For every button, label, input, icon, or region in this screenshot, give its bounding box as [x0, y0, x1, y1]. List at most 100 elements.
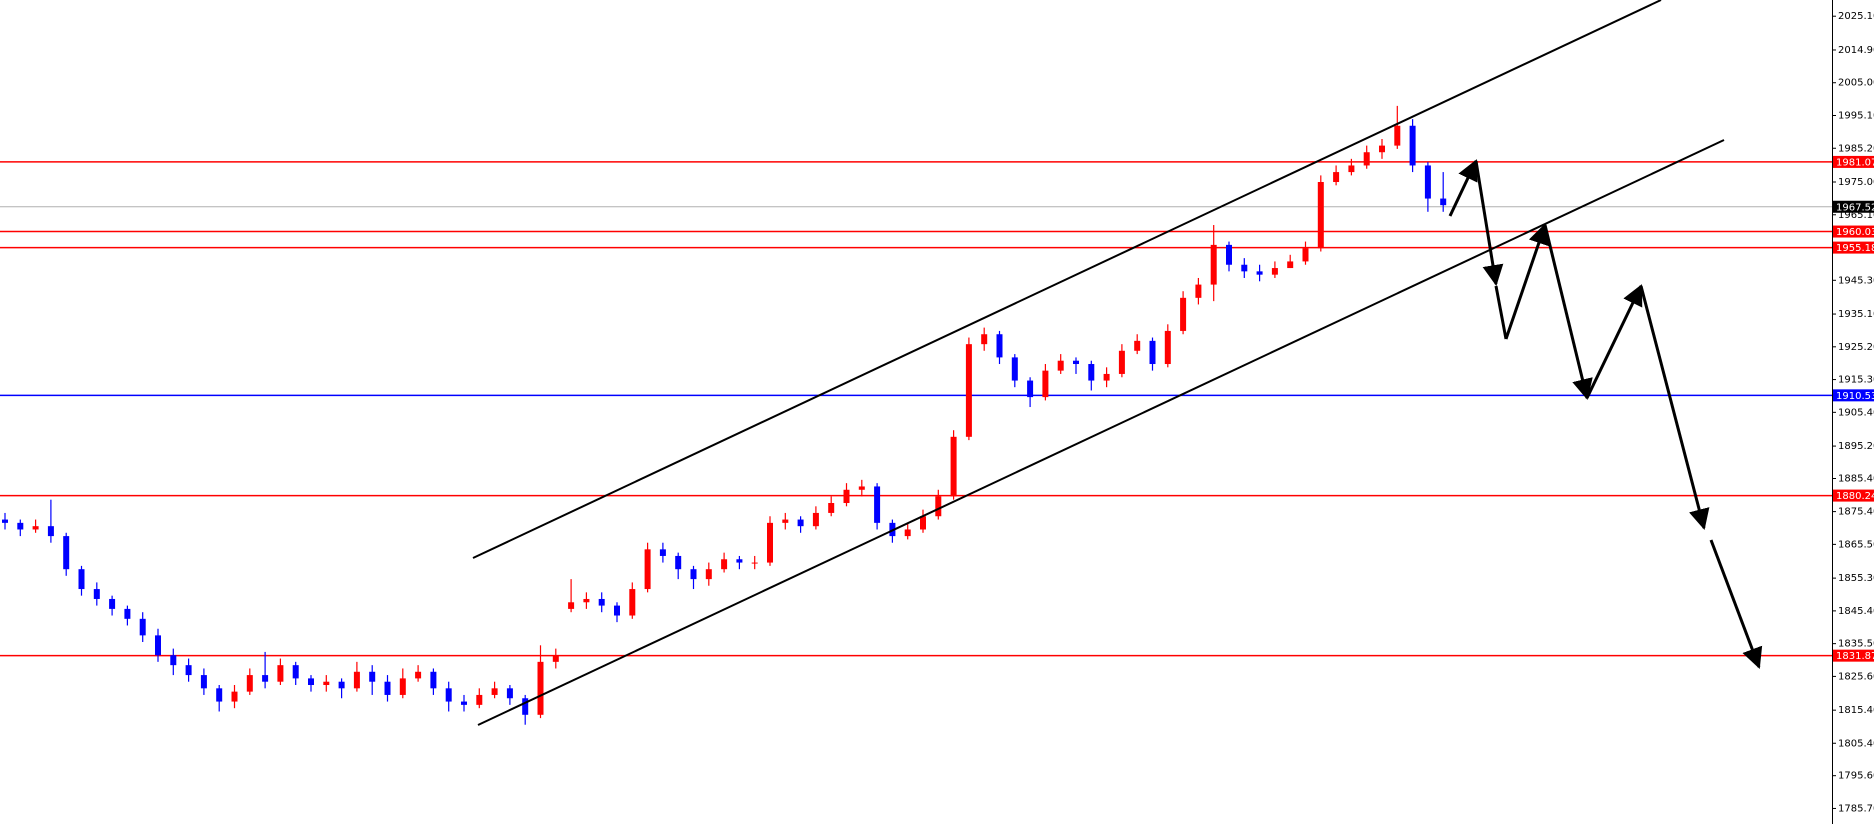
y-tick-label: 1835.50: [1838, 639, 1874, 650]
candle-body: [1103, 373, 1110, 381]
candle-body: [32, 526, 39, 530]
candle-body: [736, 559, 743, 563]
y-tick-label: 1865.50: [1838, 539, 1874, 550]
level-label-box: [1833, 155, 1874, 168]
candle-body: [614, 605, 620, 616]
candle-body: [644, 549, 651, 590]
candle-body: [920, 516, 926, 530]
y-tick-label: 1815.40: [1838, 705, 1874, 716]
arrow: [1448, 159, 1478, 217]
candle-body: [1027, 380, 1034, 398]
level-label: 1960.03: [1836, 227, 1874, 238]
candle-body: [262, 675, 269, 682]
level-label: 1955.18: [1836, 243, 1874, 254]
candle-body: [1424, 165, 1431, 199]
candle-body: [78, 569, 85, 590]
candle-body: [675, 555, 682, 570]
y-tick-label: 1805.40: [1838, 738, 1874, 749]
channel-upper: [472, 0, 1662, 559]
level-label: 1831.87: [1836, 651, 1874, 662]
candle-body: [461, 701, 467, 705]
candle-body: [124, 608, 131, 619]
candle-body: [797, 519, 804, 527]
candle-body: [1164, 330, 1171, 365]
candle-body: [828, 503, 835, 513]
candle-body: [399, 678, 406, 695]
y-tick-label: 1995.10: [1838, 110, 1874, 121]
candle-body: [1394, 125, 1401, 146]
candle-body: [812, 512, 819, 527]
candle-body: [690, 569, 697, 580]
candle-body: [705, 569, 712, 580]
candle-body: [17, 522, 24, 530]
candle-body: [277, 665, 284, 682]
arrow: [1494, 285, 1508, 340]
arrow: [1709, 539, 1763, 669]
candle-body: [292, 665, 299, 679]
level-label-box: [1833, 489, 1874, 502]
candle-body: [506, 688, 513, 699]
candle-body: [109, 598, 116, 609]
y-tick-label: 1795.60: [1838, 771, 1874, 782]
y-tick-label: 2014.90: [1838, 45, 1874, 56]
candle-body: [598, 598, 605, 606]
candle-body: [63, 536, 70, 570]
y-tick-label: 1855.30: [1838, 573, 1874, 584]
candle-body: [1317, 182, 1324, 249]
plot-area: [0, 0, 1832, 824]
candle-body: [1134, 340, 1141, 351]
candle-body: [629, 589, 636, 616]
candle-body: [1088, 364, 1095, 381]
y-tick-label: 2005.00: [1838, 78, 1874, 89]
candle-body: [1348, 165, 1355, 173]
arrow: [1639, 285, 1710, 531]
candle-body: [935, 496, 942, 517]
candle-body: [369, 671, 376, 682]
level-label-box: [1833, 241, 1874, 254]
candle-body: [415, 671, 422, 679]
candle-body: [996, 334, 1003, 358]
candle-body: [1363, 152, 1370, 166]
candle-body: [200, 675, 207, 689]
candle-body: [1226, 244, 1232, 265]
y-tick-label: 1885.40: [1838, 474, 1874, 485]
drawings: [472, 0, 1763, 726]
price-axis: 1785.70 1795.60 1805.40 1815.40 1825.60 1835.…: [1832, 11, 1874, 814]
level-label: 1981.07: [1836, 157, 1874, 168]
candle-body: [568, 602, 575, 609]
candle-body: [1409, 125, 1416, 166]
y-tick-label: 1905.40: [1838, 407, 1874, 418]
candle-body: [1180, 297, 1187, 331]
y-tick-label: 1915.30: [1838, 375, 1874, 386]
level-label-box: [1833, 389, 1874, 402]
y-tick-label: 1895.20: [1838, 441, 1874, 452]
candle-body: [476, 694, 483, 705]
candle-body: [583, 598, 590, 603]
y-tick-label: 1785.70: [1838, 803, 1874, 814]
candle-body: [767, 522, 773, 563]
candle-body: [323, 681, 330, 686]
candle-body: [904, 529, 911, 537]
last-price-label-box: [1833, 200, 1874, 213]
candle-body: [1042, 370, 1049, 398]
level-label: 1910.53: [1836, 391, 1874, 402]
candle-body: [155, 635, 161, 656]
candle-body: [170, 655, 177, 666]
candle-body: [246, 675, 253, 692]
candle-body: [139, 618, 146, 636]
level-label-box: [1833, 649, 1874, 662]
candle-body: [751, 562, 758, 564]
candle-body: [384, 681, 391, 695]
candle-body: [874, 486, 881, 523]
candle-body: [430, 671, 437, 689]
y-tick-label: 1935.10: [1838, 309, 1874, 320]
candle-body: [981, 334, 988, 345]
candle-body: [522, 698, 529, 715]
candle-body: [721, 559, 728, 570]
candle-body: [491, 688, 498, 695]
y-tick-label: 2025.10: [1838, 11, 1874, 22]
candle-body: [445, 688, 452, 702]
candle-body: [338, 681, 345, 689]
